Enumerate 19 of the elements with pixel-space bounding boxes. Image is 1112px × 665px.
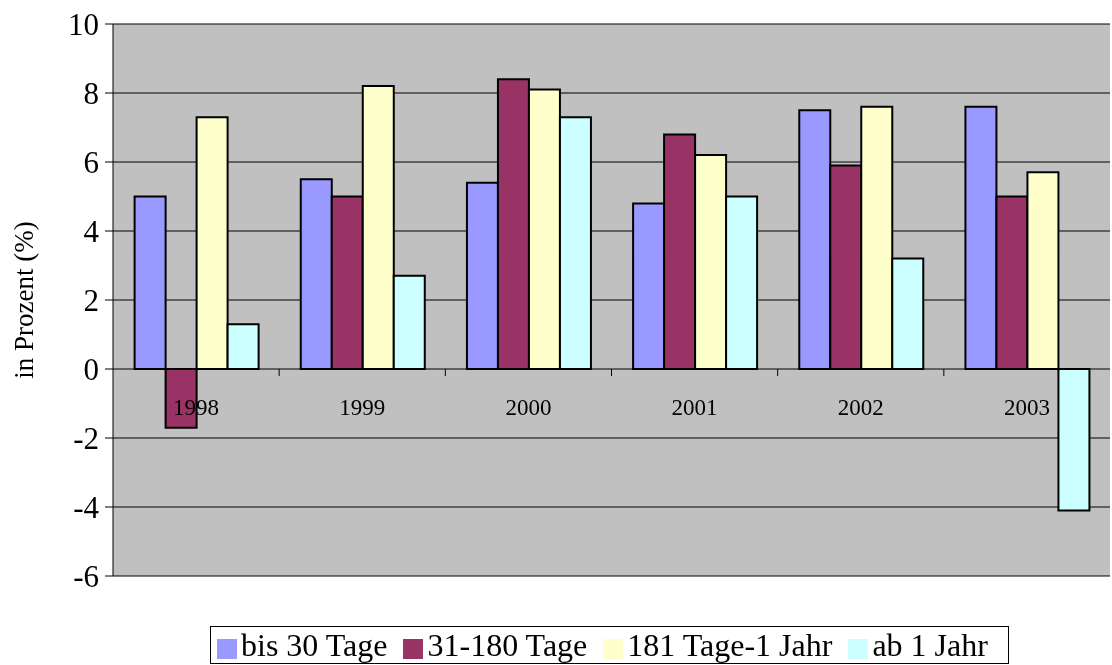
x-tick-label: 2002	[837, 395, 884, 420]
y-tick-label: 0	[83, 352, 99, 388]
y-tick-label: -6	[73, 559, 99, 595]
y-tick-label: -4	[73, 490, 100, 526]
y-tick-label: -2	[73, 421, 99, 457]
y-axis-title: in Prozent (%)	[9, 221, 39, 379]
legend-label: ab 1 Jahr	[872, 627, 988, 663]
legend-label: 181 Tage-1 Jahr	[627, 627, 833, 663]
y-tick-label: 4	[83, 214, 100, 250]
y-tick-label: 8	[83, 76, 99, 111]
x-tick-label: 1999	[339, 395, 386, 420]
y-tick-label: 10	[68, 7, 99, 43]
legend-label: bis 30 Tage	[241, 627, 388, 663]
x-tick-label: 2003	[1003, 395, 1050, 420]
legend-label: 31-180 Tage	[427, 627, 588, 663]
x-tick-label: 2001	[671, 395, 718, 420]
y-tick-label: 2	[83, 283, 99, 319]
x-tick-label: 2000	[505, 395, 552, 420]
y-tick-label: 6	[83, 145, 99, 181]
